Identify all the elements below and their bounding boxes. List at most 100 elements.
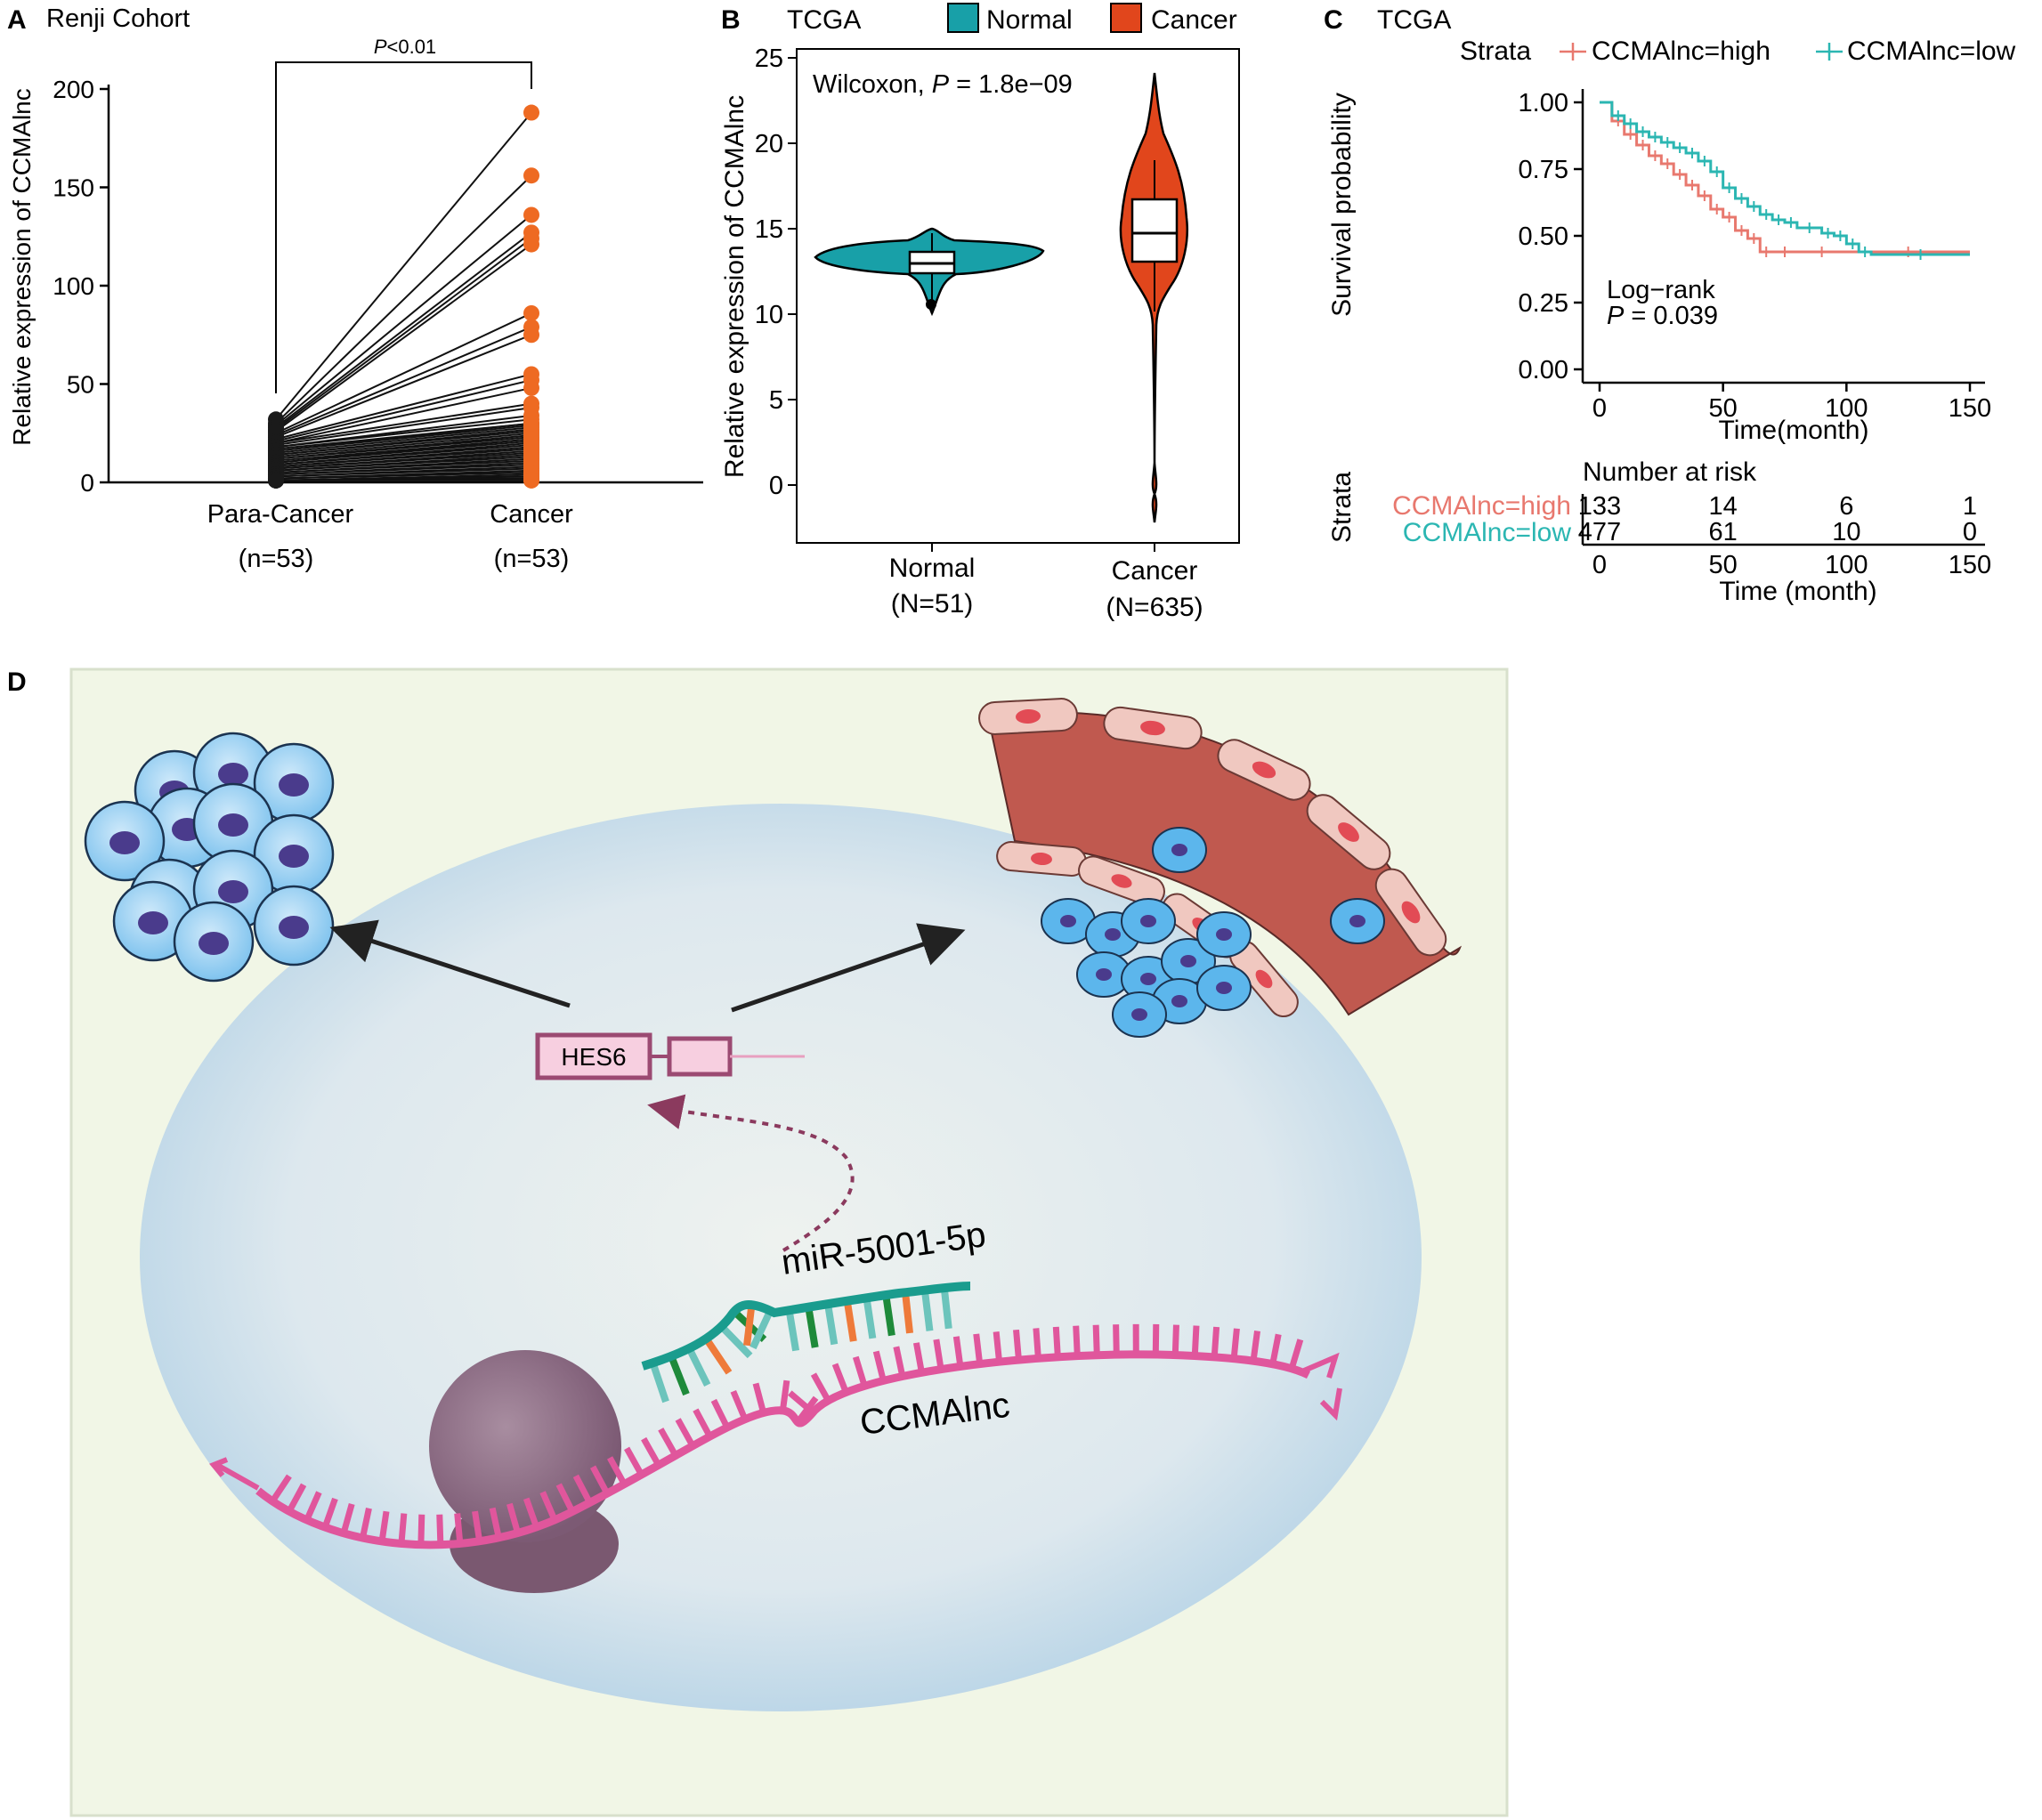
invading-cell-nucleus (1216, 928, 1232, 941)
lncrna-base (270, 1474, 292, 1503)
cell-nucleus-dot (138, 911, 168, 934)
censor-mark (1687, 148, 1698, 158)
invading-tumor-cells (1041, 827, 1385, 1038)
panel-b-group1-label: Normal (889, 554, 976, 583)
lncrna-base (523, 1497, 539, 1529)
invading-cell-nucleus (1349, 915, 1365, 927)
lncrna-base (1052, 1326, 1061, 1358)
censor-mark (1761, 247, 1772, 257)
censor-mark (1761, 209, 1772, 220)
lncrna-base (1113, 1324, 1120, 1355)
invading-cell-nucleus (1180, 955, 1196, 967)
y-tick-label: 5 (769, 386, 783, 415)
panel-b-letter: B (721, 5, 741, 35)
lncrna-base (952, 1336, 964, 1367)
cell-nucleus-dot (218, 813, 248, 837)
lncrna-base (286, 1483, 307, 1513)
lncrna-base (321, 1497, 338, 1529)
censor-mark (1662, 137, 1673, 148)
censor-mark (1736, 193, 1747, 204)
panel-a-sig-bracket (275, 61, 532, 393)
lncrna-base (506, 1502, 522, 1534)
panel-a-title: Renji Cohort (46, 4, 190, 33)
lncrna-base (304, 1491, 322, 1522)
panel-b-title: TCGA (787, 5, 861, 35)
y-tick-label: 150 (53, 174, 94, 202)
endothelial-nucleus (1016, 708, 1041, 724)
mirna-base (843, 1300, 857, 1342)
panel-c-km-curves (1600, 101, 1970, 260)
censor-mark (1773, 214, 1785, 225)
cancer-point (523, 236, 539, 253)
risk-x-tick-label: 50 (1709, 551, 1738, 579)
invading-cell-nucleus (1171, 995, 1187, 1007)
risk-x-tick-label: 100 (1825, 551, 1868, 579)
km-curve-low (1600, 101, 1970, 256)
paired-line (275, 444, 532, 466)
arrow-to-metastasis (731, 923, 966, 1013)
lncrna-base (539, 1491, 558, 1522)
cancer-point (523, 379, 539, 396)
censor-mark (1674, 169, 1686, 180)
box-normal-outlier (926, 299, 936, 310)
mirna-base (750, 1309, 774, 1350)
lncrna-base (693, 1408, 713, 1438)
lncrna-base (454, 1513, 464, 1544)
endothelial-nucleus (1252, 761, 1276, 779)
endothelial-nucleus (1338, 822, 1359, 842)
risk-low-count: 10 (1832, 518, 1860, 546)
censor-mark (1637, 126, 1649, 137)
risk-x-tick-label: 0 (1592, 551, 1607, 579)
lncrna-base (933, 1339, 944, 1371)
censor-mark (1637, 140, 1649, 150)
paired-line (275, 440, 532, 464)
censor-mark (1736, 225, 1747, 236)
panel-c-letter: C (1324, 5, 1343, 35)
lncrna-base (589, 1465, 611, 1495)
y-tick-label: 1.00 (1519, 89, 1568, 117)
tumor-cell-cluster (84, 732, 335, 983)
lncrna-base (1033, 1328, 1041, 1359)
panel-c-logrank: Log−rank (1607, 276, 1715, 304)
cell-nucleus-dot (109, 831, 140, 854)
y-tick-label: 100 (53, 272, 94, 300)
invading-cell-nucleus (1216, 982, 1232, 994)
paired-line (275, 456, 532, 472)
censor-mark (1662, 158, 1673, 169)
panel-b-group2-label: Cancer (1112, 556, 1198, 586)
lncrna-base (752, 1382, 767, 1414)
mirna-bases (649, 1287, 952, 1403)
y-tick-label: 15 (755, 215, 783, 244)
mirna-base (863, 1297, 877, 1339)
mirna-base (882, 1294, 895, 1337)
hes6-label: HES6 (561, 1043, 626, 1071)
cancer-point (523, 206, 539, 223)
paired-line (275, 238, 532, 431)
panel-d: D HES6 (7, 667, 1509, 1817)
panel-c-ylabel: Survival probability (1327, 93, 1357, 317)
panel-b: B TCGA Normal Cancer Relative expression… (720, 3, 1240, 622)
paired-line (275, 111, 532, 420)
lncrna-bases (270, 1323, 1304, 1545)
censor-mark (1723, 212, 1735, 222)
panel-c-y-ticks: 1.00 0.75 0.50 0.25 0.00 (1519, 89, 1583, 384)
paired-line (275, 418, 532, 449)
paired-line (275, 214, 532, 426)
panel-b-test-label: Wilcoxon, P = 1.8e−09 (813, 70, 1073, 99)
invading-cell-nucleus (1105, 928, 1121, 941)
endothelial-nucleus (1255, 969, 1273, 989)
panel-a-ylabel: Relative expression of CCMAlnc (8, 88, 36, 446)
lncrna-base (398, 1513, 408, 1544)
mirna-base (668, 1355, 690, 1396)
hes6-gene: HES6 (535, 1032, 805, 1080)
invading-cell-nucleus (1096, 968, 1112, 981)
panel-a-sig-label: P<0.01 (374, 36, 436, 58)
endothelial-nucleus (1140, 720, 1165, 736)
panel-a-letter: A (7, 5, 27, 35)
lncrna-base (973, 1333, 984, 1365)
y-tick-label: 0 (769, 472, 783, 500)
cell-nucleus-dot (218, 880, 248, 903)
lncrna-base (912, 1342, 925, 1373)
censor-mark (1860, 247, 1871, 257)
